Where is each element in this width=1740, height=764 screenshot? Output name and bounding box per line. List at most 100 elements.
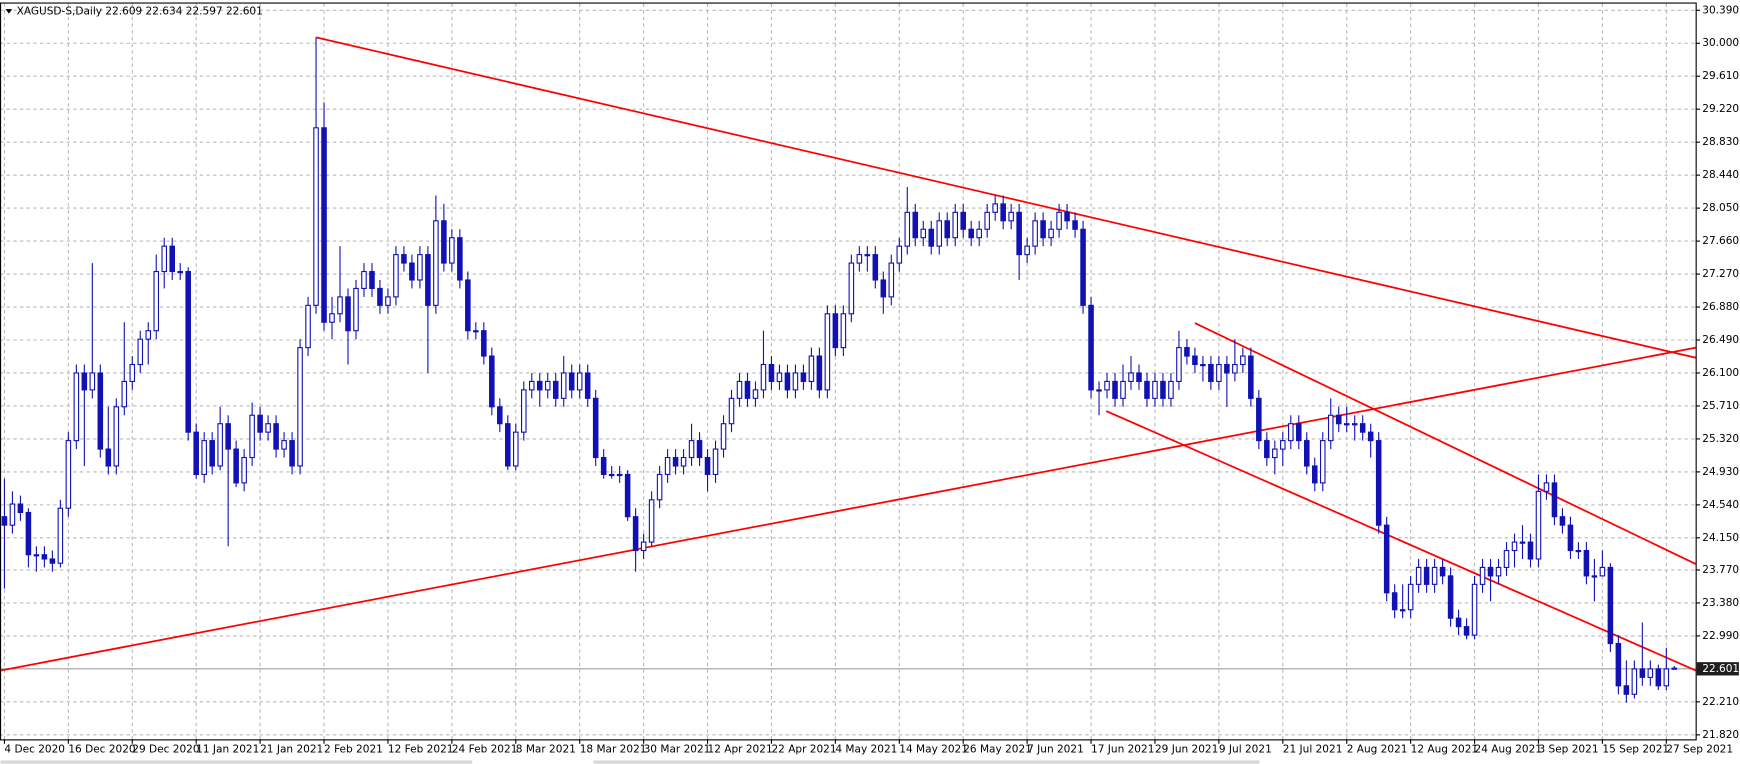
candle-body (920, 228, 927, 239)
candle-body (584, 372, 591, 399)
candle-body (816, 355, 823, 391)
candle-body (81, 372, 88, 391)
candle-body (776, 372, 783, 382)
candle-body (1423, 566, 1430, 585)
candle-body (433, 220, 439, 306)
candle-body (1080, 228, 1086, 306)
x-tick-label: 12 Apr 2021 (708, 743, 773, 755)
candle-body (153, 270, 160, 332)
candle-body (1431, 566, 1438, 585)
candle-body (936, 220, 943, 247)
candle-body (536, 380, 543, 391)
candle-body (728, 397, 735, 425)
candle-body (473, 330, 479, 333)
candle-body (385, 296, 391, 306)
candle-body (856, 254, 863, 264)
candle-body (1351, 423, 1358, 426)
candle-body (313, 127, 319, 306)
candle-body (1375, 440, 1382, 526)
candle-body (712, 448, 719, 475)
y-tick-label: 24.930 (1702, 466, 1739, 478)
candle-body (552, 380, 559, 399)
candle-body (968, 228, 974, 239)
candle-body (9, 503, 16, 526)
candle-body (544, 380, 551, 391)
candle-body (616, 473, 623, 477)
x-tick-label: 4 Dec 2020 (4, 743, 65, 755)
plot-frame (0, 2, 1697, 741)
candle-body (1463, 626, 1470, 636)
candle-body (1599, 566, 1606, 577)
candle-body (1487, 566, 1494, 577)
candle-body (161, 245, 168, 273)
candle-body (417, 254, 423, 281)
candle-body (41, 554, 48, 560)
candle-body (1583, 549, 1590, 577)
candle-body (113, 406, 120, 467)
candle-body (664, 456, 671, 475)
candle-body (25, 511, 32, 556)
candle-body (984, 211, 990, 230)
candle-body (1527, 541, 1534, 560)
candle-body (736, 380, 743, 399)
x-tick-label: 26 May 2021 (963, 743, 1032, 755)
candle-body (976, 228, 982, 239)
candle-body (760, 363, 767, 391)
menu-triangle (5, 9, 13, 14)
candle-body (1000, 203, 1006, 222)
x-tick-label: 2 Feb 2021 (324, 743, 383, 755)
candle-body (768, 363, 775, 382)
x-tick-label: 12 Feb 2021 (388, 743, 454, 755)
candle-body (1256, 397, 1262, 442)
candle-body (65, 440, 72, 509)
candle-body (1296, 423, 1302, 442)
candle-body (1607, 566, 1614, 645)
candle-body (1359, 423, 1366, 433)
candle-body (1591, 575, 1598, 578)
candle-body (576, 372, 583, 391)
trendline (1105, 410, 1697, 672)
candle-body (297, 347, 303, 467)
y-tick-label: 25.710 (1702, 400, 1739, 412)
candle-body (1567, 524, 1574, 552)
candle-body (1120, 380, 1126, 399)
candle-body (337, 296, 343, 315)
candle-body (137, 338, 144, 366)
y-tick-label: 22.210 (1702, 696, 1739, 708)
candle-body (1551, 482, 1558, 518)
candle-body (744, 380, 751, 399)
candle-body (992, 203, 998, 213)
candle-body (1311, 465, 1318, 484)
candle-body (1647, 668, 1654, 678)
candle-body (560, 372, 567, 399)
candle-body (241, 456, 247, 484)
candle-body (704, 456, 711, 475)
candle-body (1655, 668, 1662, 687)
candle-body (904, 211, 911, 247)
candle-body (1615, 642, 1622, 687)
candle-body (848, 262, 855, 315)
candle-body (513, 431, 519, 467)
candle-body (896, 245, 903, 264)
candle-body (600, 456, 607, 475)
candle-body (1455, 617, 1462, 628)
y-tick-label: 27.270 (1702, 268, 1739, 280)
candle-body (33, 554, 40, 557)
x-tick-label: 24 Feb 2021 (452, 743, 518, 755)
candle-body (369, 270, 375, 289)
candle-body (680, 456, 687, 467)
y-tick-label: 30.390 (1702, 4, 1739, 16)
candle-body (1439, 566, 1446, 577)
candle-body (345, 296, 351, 332)
candle-body (1232, 363, 1238, 374)
candle-body (648, 499, 655, 543)
candle-body (201, 440, 207, 475)
candle-body (505, 423, 511, 467)
candle-body (465, 279, 471, 332)
candle-body (720, 423, 727, 450)
candle-body (1272, 448, 1278, 459)
candle-body (97, 372, 104, 450)
candle-body (1144, 380, 1150, 399)
candle-body (1335, 414, 1342, 425)
